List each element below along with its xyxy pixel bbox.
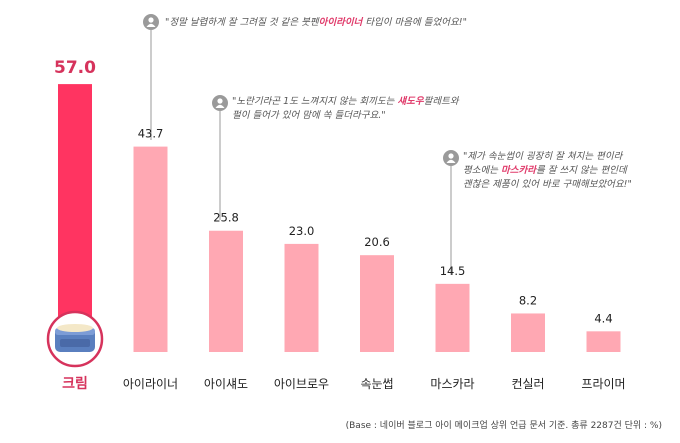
value-label-0: 57.0: [54, 58, 96, 78]
quote-shadow: "노란기라곤 1도 느껴지지 않는 회끼도는 섀도우팔레트와 펄이 들어가 있어…: [232, 96, 459, 121]
value-label-5: 14.5: [440, 264, 466, 278]
value-label-7: 4.4: [594, 311, 612, 325]
bar-4: [360, 255, 394, 352]
value-label-4: 20.6: [364, 235, 390, 249]
bar-3: [284, 243, 319, 352]
value-label-2: 25.8: [213, 211, 239, 225]
labels: 57.0 크림 43.7 아이라이너 25.8 아이섀도 23.0 아이브로우 20.6 속눈썹 1…: [54, 58, 626, 392]
quote-eyeliner: "정말 날렵하게 잘 그려질 것 같은 붓펜아이라이너 타입이 마음에 들었어요…: [165, 17, 467, 28]
bar-7: [586, 331, 621, 352]
bar-5: [435, 283, 470, 352]
quote-mascara: "제가 속눈썹이 굉장히 잘 쳐지는 편이라 평소에는 마스카라를 잘 쓰지 않…: [463, 151, 632, 190]
category-label-7: 프라이머: [581, 377, 625, 391]
category-label-1: 아이라이너: [123, 377, 178, 391]
bar-1: [133, 146, 168, 352]
category-label-6: 컨실러: [511, 377, 544, 391]
footnote: (Base : 네이버 블로그 아이 메이크업 상위 언급 문서 기준. 총류 …: [345, 421, 662, 431]
quote-connectors: [150, 30, 452, 275]
cream-product-icon: [46, 310, 104, 368]
user-icon: [143, 14, 159, 30]
category-label-5: 마스카라: [430, 377, 474, 391]
value-label-6: 8.2: [519, 293, 537, 307]
category-label-0: 크림: [62, 376, 88, 392]
quote-icons: [143, 14, 459, 166]
category-label-3: 아이브로우: [274, 377, 329, 391]
bar-0: [58, 84, 92, 352]
bar-6: [511, 313, 545, 352]
user-icon: [443, 150, 459, 166]
value-label-1: 43.7: [138, 127, 164, 141]
bars: [58, 84, 621, 352]
category-label-2: 아이섀도: [204, 377, 248, 391]
value-label-3: 23.0: [289, 224, 315, 238]
bar-2: [209, 230, 243, 352]
category-label-4: 속눈썹: [360, 377, 393, 391]
user-icon: [212, 95, 228, 111]
